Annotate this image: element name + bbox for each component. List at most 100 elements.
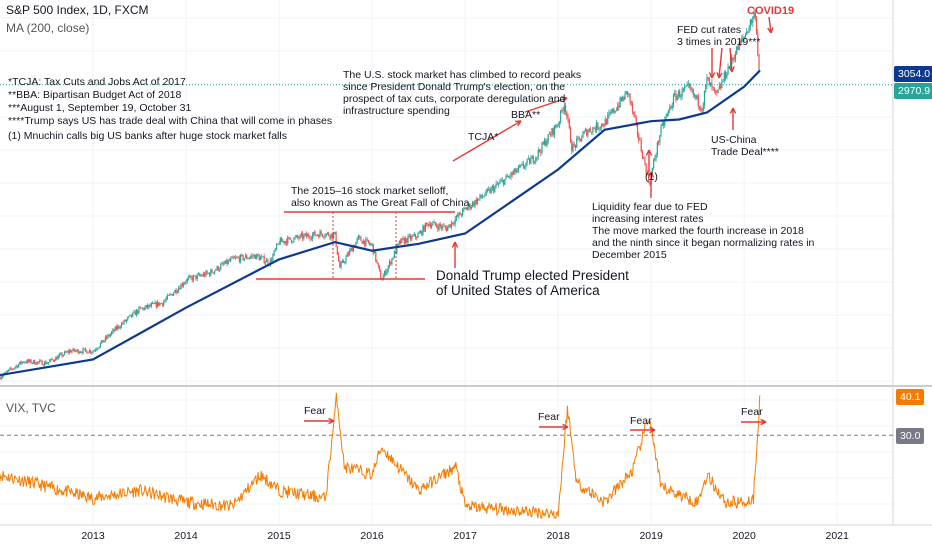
candle-body: [124, 320, 126, 322]
series-lines: [0, 69, 761, 519]
candle-body: [525, 163, 527, 168]
candle-body: [636, 123, 639, 135]
candle-body: [381, 279, 383, 281]
candle-body: [651, 168, 653, 174]
candle-body: [528, 158, 531, 164]
fed-cut-arrow-head: [728, 66, 735, 73]
footnote-tcja: *TCJA: Tax Cuts and Jobs Act of 2017: [8, 76, 186, 88]
candle-body: [598, 128, 600, 130]
candle-body: [175, 290, 177, 293]
candle-body: [734, 54, 737, 60]
candle-body: [367, 239, 369, 243]
candle-body: [727, 66, 729, 75]
candle-body: [378, 266, 381, 271]
candle-body: [450, 222, 453, 228]
candle-body: [32, 360, 35, 363]
liquidity-arrow-head: [647, 171, 655, 178]
candle-body: [67, 351, 69, 353]
candle-body: [445, 227, 448, 231]
candle-body: [254, 255, 257, 260]
candle-body: [336, 246, 338, 255]
candle-body: [261, 256, 263, 258]
candle-body: [613, 108, 615, 113]
candle-body: [196, 274, 198, 280]
candle-body: [706, 77, 708, 85]
candle-body: [397, 243, 399, 246]
x-tick-label: 2017: [453, 530, 477, 542]
footnote-trade-deal: ****Trump says US has trade deal with Ch…: [8, 115, 333, 127]
candle-body: [747, 31, 749, 33]
candle-body: [233, 257, 236, 259]
candle-body: [741, 38, 743, 43]
candle-body: [73, 348, 76, 352]
candle-body: [733, 58, 735, 60]
fed-cut-arrow-head: [708, 72, 716, 79]
candle-body: [373, 251, 376, 254]
candle-body: [455, 215, 458, 219]
candle-body: [132, 312, 134, 317]
candle-body: [355, 241, 357, 247]
candle-body: [625, 91, 627, 93]
candle-body: [514, 168, 516, 173]
candle-body: [623, 97, 625, 100]
candle-body: [388, 261, 391, 267]
candle-body: [491, 186, 493, 188]
x-tick-label: 2015: [267, 530, 291, 542]
candle-body: [128, 315, 130, 318]
candle-body: [84, 348, 87, 351]
x-tick-label: 2021: [826, 530, 850, 542]
candle-body: [481, 196, 484, 198]
us-china-label: US-China Trade Deal****: [711, 134, 779, 158]
candle-body: [194, 275, 196, 277]
fed-cut-arrow: [729, 47, 733, 73]
candle-body: [340, 262, 342, 268]
candle-body: [408, 235, 410, 237]
candle-body: [380, 270, 382, 280]
candle-body: [480, 194, 482, 198]
candle-body: [688, 83, 691, 87]
mnuchin-marker-label: (1): [645, 171, 658, 183]
candle-body: [753, 12, 755, 18]
candle-body: [185, 281, 187, 283]
candle-body: [402, 238, 404, 239]
candle-body: [192, 275, 195, 281]
candle-body: [517, 166, 520, 171]
candle-body: [557, 124, 559, 127]
candle-body: [407, 235, 409, 243]
candle-body: [433, 221, 435, 223]
candle-body: [314, 231, 316, 236]
candle-body: [393, 251, 396, 258]
candle-body: [577, 137, 579, 139]
fear-label-2020: Fear: [741, 406, 763, 418]
candle-body: [398, 240, 400, 244]
candle-body: [385, 271, 387, 275]
candle-body: [504, 179, 506, 185]
candle-body: [220, 264, 222, 270]
candle-body: [417, 233, 419, 238]
candle-body: [490, 187, 492, 193]
candle-body: [635, 117, 637, 124]
candle-body: [615, 110, 618, 112]
fed-cut-arrow: [718, 47, 723, 79]
fed-cut-arrow-head: [716, 72, 723, 79]
candle-body: [262, 256, 264, 258]
candle-body: [409, 235, 412, 240]
candle-body: [27, 359, 30, 362]
candle-body: [50, 358, 52, 361]
candle-body: [614, 110, 616, 113]
candle-body: [626, 91, 629, 95]
candle-body: [361, 240, 363, 244]
candle-body: [483, 196, 485, 198]
candle-body: [236, 257, 238, 259]
candle-body: [568, 119, 570, 128]
candle-body: [179, 287, 181, 290]
candle-body: [744, 34, 747, 37]
candle-body: [247, 258, 249, 260]
candle-body: [671, 105, 673, 109]
candle-body: [263, 256, 265, 264]
bba-label: BBA**: [511, 109, 541, 121]
candle-body: [113, 329, 115, 331]
candle-body: [134, 311, 136, 316]
candle-body: [13, 368, 15, 370]
candle-body: [460, 214, 462, 216]
